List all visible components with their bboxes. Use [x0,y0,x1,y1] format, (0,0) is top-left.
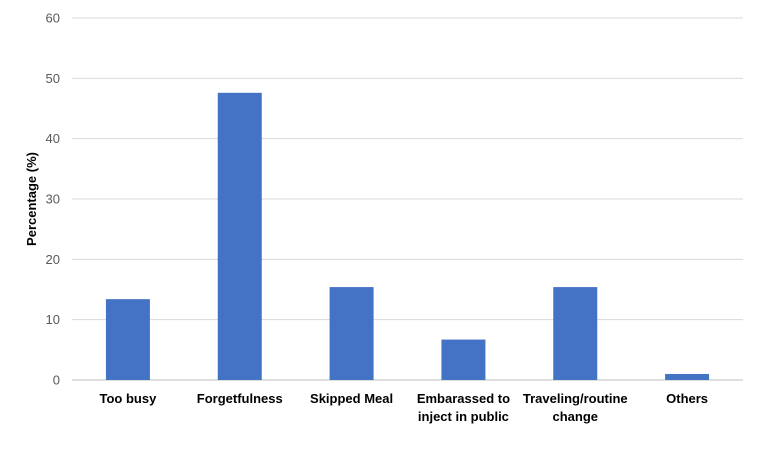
x-tick-label: Too busy [100,391,158,406]
x-tick-label: Skipped Meal [310,391,393,406]
y-tick-label: 30 [46,192,60,207]
x-axis-ticks: Too busy Forgetfulness Skipped Meal Embaras… [100,391,709,424]
bar [553,287,598,380]
gridlines [72,17,743,381]
x-tick-label: Embarassed to inject in public [417,391,510,424]
x-tick-label: Others [666,391,708,406]
y-axis-label: Percentage (%) [24,152,39,246]
y-tick-label: 50 [46,71,60,86]
bar [217,92,262,381]
y-tick-label: 10 [46,312,60,327]
y-tick-label: 0 [53,373,60,388]
y-tick-label: 40 [46,131,60,146]
y-axis-ticks: 0 10 20 30 40 50 60 [46,11,60,388]
x-tick-label: Forgetfulness [197,391,283,406]
bar [665,373,710,380]
y-tick-label: 60 [46,11,60,26]
bar [441,339,486,380]
bar [105,299,150,380]
y-tick-label: 20 [46,252,60,267]
bars [105,92,710,381]
bar [329,287,374,380]
x-tick-label: Traveling/routine change [523,391,628,424]
